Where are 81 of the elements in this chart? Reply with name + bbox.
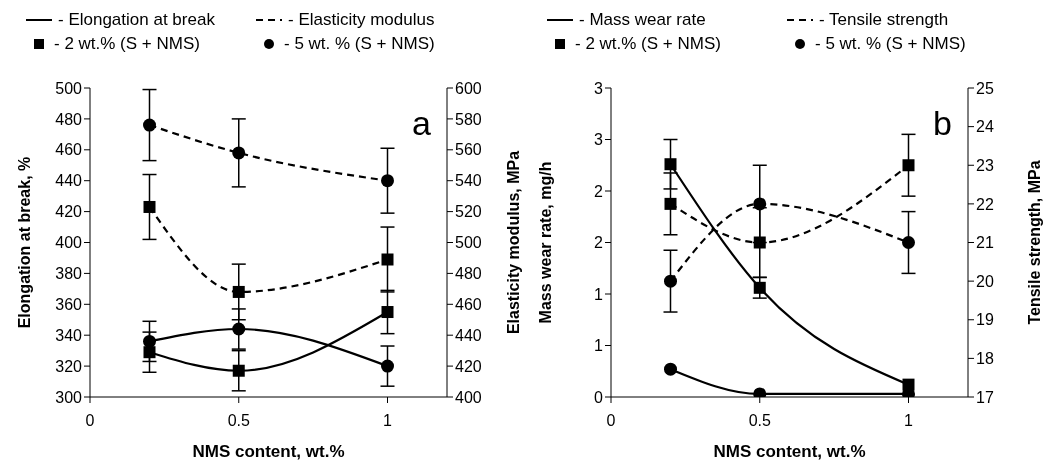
- point: [143, 346, 156, 359]
- point: [664, 158, 677, 171]
- point: [143, 334, 156, 348]
- y2-tick-label: 25: [976, 79, 994, 97]
- y-tick-label: 300: [55, 388, 83, 406]
- y2-tick-label: 580: [455, 110, 482, 128]
- point: [753, 281, 766, 294]
- y-tick-label: 440: [55, 172, 83, 190]
- y-tick-label: 400: [55, 234, 83, 252]
- x-tick-label: 0.5: [748, 412, 771, 430]
- y-tick-label: 380: [55, 265, 83, 283]
- x-axis-title: NMS content, wt.%: [192, 442, 345, 461]
- y2-tick-label: 22: [976, 195, 994, 213]
- point: [143, 118, 156, 132]
- text: - 2 wt.% (S + NMS): [54, 34, 200, 54]
- y2-tick-label: 460: [455, 295, 482, 313]
- point: [664, 362, 677, 376]
- y-tick-label: 2: [594, 234, 604, 252]
- x-tick-label: 1: [383, 412, 393, 430]
- point: [381, 306, 394, 319]
- y-tick-label: 480: [55, 110, 83, 128]
- x-tick-label: 0: [606, 412, 616, 430]
- y-tick-label: 3: [594, 79, 604, 97]
- point: [381, 359, 394, 373]
- y-tick-label: 460: [55, 141, 83, 159]
- text: - 5 wt. % (S + NMS): [284, 34, 435, 54]
- y2-tick-label: 600: [455, 79, 482, 97]
- y2-tick-label: 400: [455, 388, 482, 406]
- y-axis-title: Mass wear rate, mg/h: [536, 161, 554, 324]
- text: - 2 wt.% (S + NMS): [575, 34, 721, 54]
- point: [232, 364, 245, 377]
- y2-tick-label: 480: [455, 265, 482, 283]
- y2-tick-label: 24: [976, 118, 994, 136]
- x-tick-label: 0: [85, 412, 95, 430]
- point: [902, 236, 915, 249]
- y2-tick-label: 520: [455, 203, 482, 221]
- y2-tick-label: 540: [455, 172, 482, 190]
- text: - Tensile strength: [819, 10, 949, 30]
- annotation: a: [412, 104, 431, 143]
- x-axis-title: NMS content, wt.%: [713, 442, 866, 461]
- y2-tick-label: 19: [976, 311, 994, 329]
- text: - Elasticity modulus: [288, 10, 435, 30]
- y2-tick-label: 420: [455, 357, 482, 375]
- y-tick-label: 1: [594, 337, 604, 355]
- y2-tick-label: 23: [976, 156, 994, 174]
- y2-tick-label: 20: [976, 272, 994, 290]
- point: [753, 197, 767, 211]
- y2-tick-label: 500: [455, 234, 482, 252]
- y-tick-label: 420: [55, 203, 83, 221]
- point: [753, 236, 766, 249]
- y-tick-label: 340: [55, 326, 83, 344]
- y2-tick-label: 18: [976, 350, 994, 368]
- text: - Elongation at break: [58, 10, 215, 30]
- text: - Mass wear rate: [579, 10, 706, 30]
- y-tick-label: 2: [594, 182, 604, 200]
- point: [232, 285, 245, 298]
- y2-tick-label: 560: [455, 141, 482, 159]
- x-tick-label: 0.5: [227, 412, 250, 430]
- y2-tick-label: 17: [976, 388, 994, 406]
- point: [381, 174, 394, 188]
- annotation: b: [933, 104, 952, 143]
- y-tick-label: 1: [594, 285, 604, 303]
- point: [143, 200, 156, 213]
- y-tick-label: 0: [594, 388, 604, 406]
- point: [664, 197, 677, 210]
- x-tick-label: 1: [904, 412, 914, 430]
- y2-tick-label: 21: [976, 234, 994, 252]
- y-tick-label: 360: [55, 295, 83, 313]
- y2-axis-title: Tensile strength, MPa: [1025, 160, 1043, 325]
- point: [232, 146, 246, 160]
- text: - 5 wt. % (S + NMS): [815, 34, 966, 54]
- y2-axis-title: Elasticity modulus, MPa: [504, 150, 522, 335]
- y-tick-label: 320: [55, 357, 83, 375]
- point: [664, 274, 677, 288]
- point: [902, 159, 915, 172]
- point: [381, 253, 394, 266]
- y-tick-label: 500: [55, 79, 83, 97]
- y-tick-label: 3: [594, 131, 604, 149]
- point: [232, 322, 246, 336]
- y2-tick-label: 440: [455, 326, 482, 344]
- y-axis-title: Elongation at break, %: [15, 156, 33, 329]
